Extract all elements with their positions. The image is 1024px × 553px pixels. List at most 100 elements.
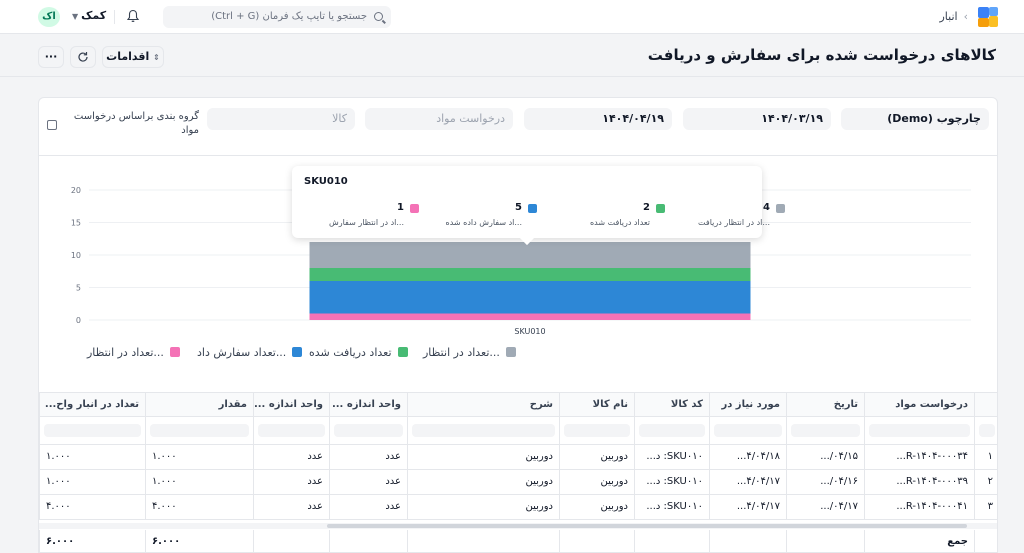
- breadcrumb[interactable]: › انبار: [939, 10, 968, 23]
- table-row[interactable]: ۱ R-۱۴۰۴-۰۰۰۳۴... ۰۴/۱۵/... ۴/۰۴/۱۸... SKU۰۱…: [39, 445, 997, 470]
- x-tick-label: SKU010: [514, 327, 545, 336]
- footer-cell: [786, 530, 864, 552]
- column-filter-input[interactable]: [412, 424, 555, 437]
- table-row[interactable]: ۲ R-۱۴۰۴-۰۰۰۳۹... ۰۴/۱۶/... ۴/۰۴/۱۷... SKU۰۱…: [39, 470, 997, 495]
- group-by-label: گروه بندی براساس درخواست مواد: [73, 111, 199, 136]
- y-tick-label: 15: [71, 219, 81, 228]
- search-input[interactable]: جستجو یا تایپ یک فرمان (Ctrl + G): [163, 6, 391, 28]
- column-filter-input[interactable]: [44, 424, 141, 437]
- column-filter-input[interactable]: [869, 424, 970, 437]
- chevron-updown-icon: ⇕: [153, 53, 160, 62]
- column-header[interactable]: مقدار: [145, 393, 253, 416]
- table-cell: دوربین: [559, 470, 634, 494]
- table-cell: عدد: [253, 445, 329, 469]
- material-request-filter[interactable]: درخواست مواد: [365, 108, 513, 130]
- column-filter-input[interactable]: [791, 424, 860, 437]
- column-header[interactable]: مورد نیاز در: [709, 393, 786, 416]
- more-icon: ···: [44, 50, 58, 63]
- table-row[interactable]: ۳ R-۱۴۰۴-۰۰۰۴۱... ۰۴/۱۷/... ۴/۰۴/۱۷... SKU۰۱…: [39, 495, 997, 520]
- table-header-row: درخواست مواد تاریخ مورد نیاز در کد کالا نام …: [39, 393, 997, 417]
- tooltip-swatch: [410, 204, 419, 213]
- checkbox-box[interactable]: [47, 120, 57, 130]
- footer-cell: [253, 530, 329, 552]
- column-header[interactable]: واحد اندازه ...: [253, 393, 329, 416]
- column-filter-cell: [559, 417, 634, 444]
- column-filter-input[interactable]: [979, 424, 995, 437]
- column-header[interactable]: تاریخ: [786, 393, 864, 416]
- chart-tooltip: SKU010 1 ...اد در انتظار سفارش 5 ...اد سفار…: [292, 166, 785, 246]
- legend-item[interactable]: ...تعداد سفارش داد: [197, 346, 303, 359]
- column-header[interactable]: کد کالا: [634, 393, 709, 416]
- report-card: چارچوب (Demo) ۱۴۰۴/۰۳/۱۹ ۱۴۰۴/۰۴/۱۹ درخو…: [38, 97, 998, 553]
- table-filter-row: [39, 417, 997, 445]
- column-header[interactable]: شرح: [407, 393, 559, 416]
- table-cell: ۴/۰۴/۱۷...: [709, 495, 786, 519]
- column-header[interactable]: تعداد در انبار واح...: [39, 393, 145, 416]
- legend-item[interactable]: تعداد دریافت شده: [309, 346, 408, 359]
- table-cell: دوربین: [559, 495, 634, 519]
- table-cell: ۴.۰۰۰: [39, 495, 145, 519]
- column-header[interactable]: نام کالا: [559, 393, 634, 416]
- search-icon: [374, 12, 383, 21]
- footer-qty-total: ۶.۰۰۰: [145, 530, 253, 552]
- header-index-cell: [974, 393, 997, 416]
- column-header[interactable]: واحد اندازه ...: [329, 393, 407, 416]
- y-tick-label: 10: [71, 251, 81, 260]
- chart-legend: ...تعداد در انتظار ...تعداد سفارش داد تعدا…: [87, 346, 527, 362]
- column-filter-input[interactable]: [639, 424, 705, 437]
- column-filter-cell: [634, 417, 709, 444]
- refresh-button[interactable]: [70, 46, 96, 68]
- tooltip-value: 5: [515, 202, 522, 213]
- search-placeholder: جستجو یا تایپ یک فرمان (Ctrl + G): [211, 11, 367, 22]
- y-tick-label: 0: [76, 316, 81, 325]
- column-filter-cell: [786, 417, 864, 444]
- tooltip-label: ...اد سفارش داده شده: [445, 218, 523, 227]
- header-divider: [0, 76, 1024, 77]
- column-filter-cell: [253, 417, 329, 444]
- bell-icon[interactable]: [126, 9, 140, 23]
- help-dropdown[interactable]: ▼ کمک: [72, 9, 106, 22]
- table-cell: R-۱۴۰۴-۰۰۰۳۹...: [864, 470, 974, 494]
- from-date-filter[interactable]: ۱۴۰۴/۰۳/۱۹: [683, 108, 831, 130]
- legend-item[interactable]: ...تعداد در انتظار: [87, 346, 180, 359]
- app-logo[interactable]: [978, 7, 998, 27]
- actions-button[interactable]: اقدامات ⇕: [102, 46, 164, 68]
- table-cell: ۰۴/۱۷/...: [786, 495, 864, 519]
- table-cell: ۱.۰۰۰: [39, 445, 145, 469]
- column-filter-input[interactable]: [564, 424, 630, 437]
- to-date-filter[interactable]: ۱۴۰۴/۰۴/۱۹: [524, 108, 672, 130]
- scrollbar-thumb[interactable]: [327, 524, 967, 528]
- table-cell: دوربین: [559, 445, 634, 469]
- footer-index-cell: [974, 530, 997, 552]
- footer-stock-total: ۶.۰۰۰: [39, 530, 145, 552]
- filter-bar: چارچوب (Demo) ۱۴۰۴/۰۳/۱۹ ۱۴۰۴/۰۴/۱۹ درخو…: [39, 98, 997, 156]
- tooltip-swatch: [656, 204, 665, 213]
- table-cell: ۰۴/۱۶/...: [786, 470, 864, 494]
- tooltip-label: ...اد در انتظار دریافت: [698, 218, 770, 227]
- column-filter-input[interactable]: [714, 424, 782, 437]
- column-filter-input[interactable]: [334, 424, 403, 437]
- avatar[interactable]: اک: [38, 7, 60, 27]
- legend-item[interactable]: ...تعداد در انتظار: [423, 346, 516, 359]
- column-filter-cell: [709, 417, 786, 444]
- divider: [114, 10, 115, 24]
- more-options-button[interactable]: ···: [38, 46, 64, 68]
- breadcrumb-stock[interactable]: انبار: [939, 10, 958, 23]
- horizontal-scrollbar[interactable]: [39, 523, 997, 529]
- table-cell: ۱.۰۰۰: [145, 470, 253, 494]
- tooltip-swatch: [776, 204, 785, 213]
- table-cell: عدد: [253, 470, 329, 494]
- legend-swatch: [292, 347, 303, 357]
- tooltip-swatch: [528, 204, 537, 213]
- bar-segment-2: [309, 281, 751, 314]
- y-tick-label: 5: [76, 284, 81, 293]
- column-header[interactable]: درخواست مواد: [864, 393, 974, 416]
- column-filter-input[interactable]: [258, 424, 325, 437]
- company-filter[interactable]: چارچوب (Demo): [841, 108, 989, 130]
- table-cell: SKU۰۱۰: د...: [634, 495, 709, 519]
- table-cell: ۱.۰۰۰: [39, 470, 145, 494]
- item-filter[interactable]: کالا: [207, 108, 355, 130]
- column-filter-input[interactable]: [150, 424, 249, 437]
- page-title: کالاهای درخواست شده برای سفارش و دریافت: [647, 46, 996, 64]
- footer-total-label: جمع: [864, 530, 974, 552]
